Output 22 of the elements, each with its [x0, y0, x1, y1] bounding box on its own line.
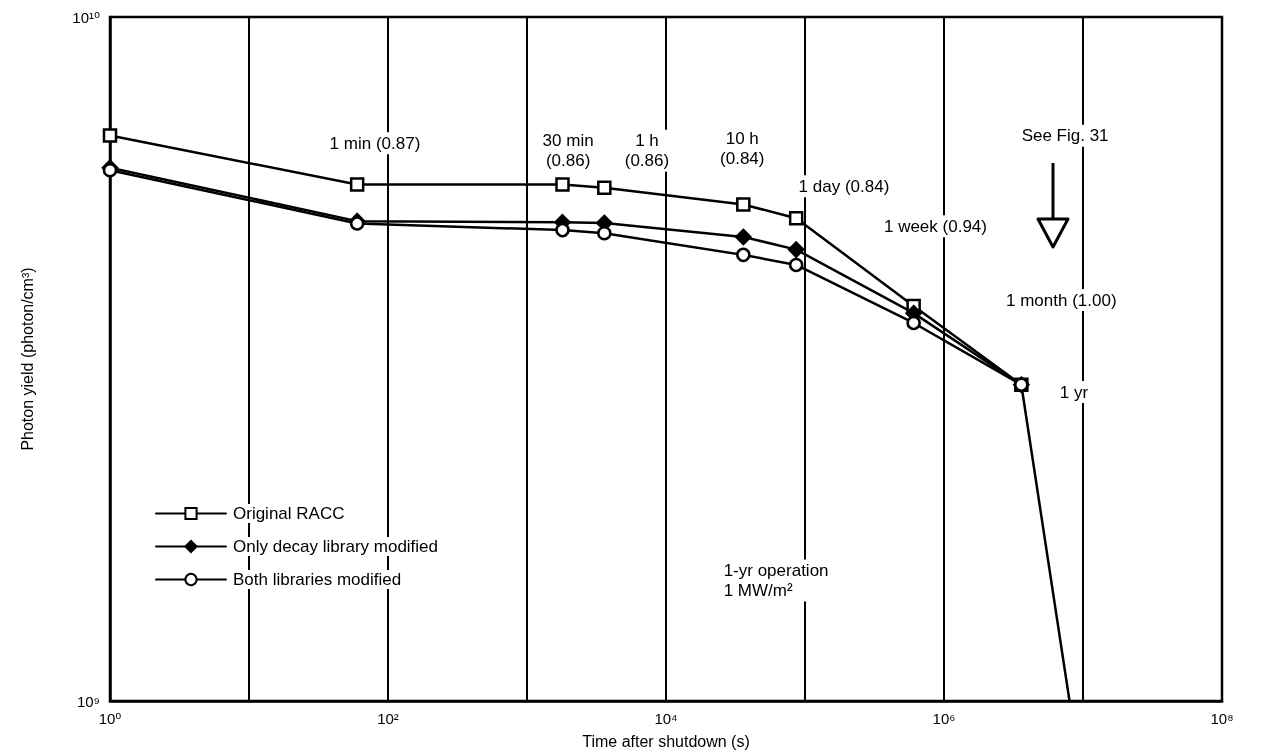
annotation: 1 week (0.94) [883, 216, 987, 236]
y-tick-label: 10⁹ [76, 692, 100, 710]
legend-label: Original RACC [233, 504, 345, 523]
y-tick-label: 10¹⁰ [72, 8, 100, 26]
y-axis-title: Photon yield (photon/cm³) [18, 267, 36, 451]
annotation: 1 h (0.86) [624, 131, 670, 171]
x-tick-label: 10⁴ [654, 710, 678, 727]
annotation: 1-yr operation 1 MW/m² [723, 561, 829, 601]
annotation: 1 day (0.84) [798, 176, 890, 196]
annotation: 1 yr [1059, 382, 1089, 402]
annotation: 1 min (0.87) [329, 133, 421, 153]
legend-label: Both libraries modified [233, 570, 402, 589]
x-tick-label: 10⁰ [98, 710, 122, 727]
annotation: See Fig. 31 [1021, 126, 1109, 146]
x-tick-label: 10⁶ [932, 710, 956, 727]
annotation: 30 min (0.86) [542, 131, 594, 171]
annotation: 1 month (1.00) [1006, 290, 1117, 310]
x-axis-title: Time after shutdown (s) [582, 732, 750, 750]
x-tick-label: 10² [377, 710, 399, 727]
annotation: 10 h (0.84) [720, 129, 765, 169]
x-tick-label: 10⁸ [1210, 710, 1234, 727]
legend-label: Only decay library modified [233, 537, 439, 556]
